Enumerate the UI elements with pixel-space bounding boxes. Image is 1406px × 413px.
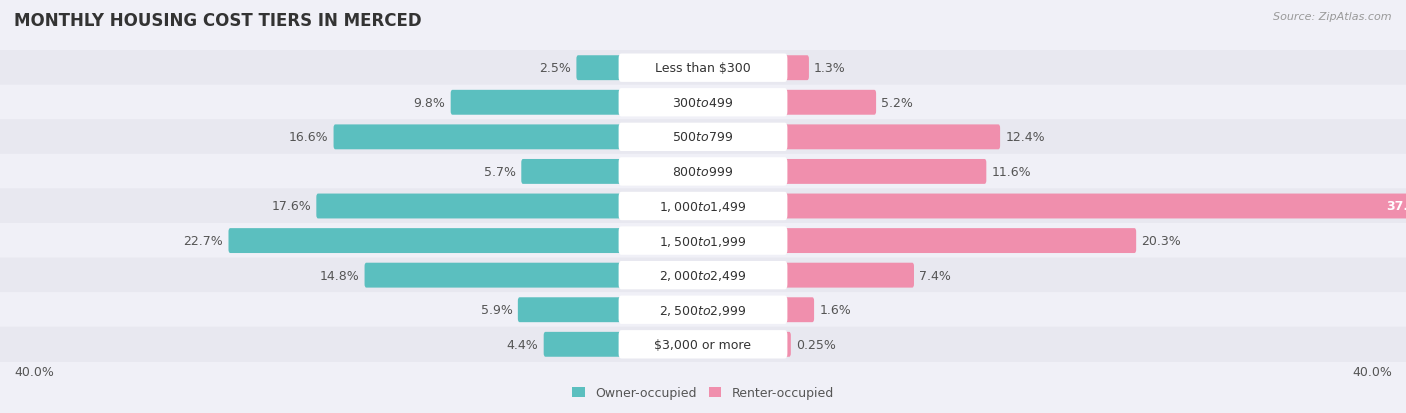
Text: 20.3%: 20.3% [1142, 235, 1181, 247]
FancyBboxPatch shape [619, 55, 787, 83]
Text: 0.25%: 0.25% [796, 338, 837, 351]
FancyBboxPatch shape [619, 89, 787, 117]
FancyBboxPatch shape [576, 56, 623, 81]
FancyBboxPatch shape [619, 227, 787, 255]
FancyBboxPatch shape [783, 90, 876, 116]
FancyBboxPatch shape [619, 330, 787, 358]
FancyBboxPatch shape [783, 332, 790, 357]
Text: $500 to $799: $500 to $799 [672, 131, 734, 144]
Text: $3,000 or more: $3,000 or more [655, 338, 751, 351]
FancyBboxPatch shape [0, 258, 1406, 293]
FancyBboxPatch shape [783, 56, 808, 81]
FancyBboxPatch shape [517, 297, 623, 323]
Text: 37.8%: 37.8% [1386, 200, 1406, 213]
Text: 7.4%: 7.4% [920, 269, 950, 282]
FancyBboxPatch shape [619, 192, 787, 221]
FancyBboxPatch shape [316, 194, 623, 219]
FancyBboxPatch shape [333, 125, 623, 150]
FancyBboxPatch shape [0, 189, 1406, 224]
Text: $2,500 to $2,999: $2,500 to $2,999 [659, 303, 747, 317]
FancyBboxPatch shape [0, 327, 1406, 362]
FancyBboxPatch shape [783, 194, 1406, 219]
Text: 22.7%: 22.7% [184, 235, 224, 247]
Text: 1.6%: 1.6% [820, 304, 851, 316]
Text: $1,500 to $1,999: $1,500 to $1,999 [659, 234, 747, 248]
FancyBboxPatch shape [783, 228, 1136, 254]
FancyBboxPatch shape [619, 158, 787, 186]
Text: Less than $300: Less than $300 [655, 62, 751, 75]
Text: 12.4%: 12.4% [1005, 131, 1045, 144]
FancyBboxPatch shape [0, 120, 1406, 155]
Text: 5.7%: 5.7% [484, 166, 516, 178]
FancyBboxPatch shape [619, 123, 787, 152]
FancyBboxPatch shape [522, 159, 623, 185]
Text: 11.6%: 11.6% [991, 166, 1031, 178]
Text: 9.8%: 9.8% [413, 97, 446, 109]
FancyBboxPatch shape [229, 228, 623, 254]
FancyBboxPatch shape [619, 296, 787, 324]
Text: $2,000 to $2,499: $2,000 to $2,499 [659, 268, 747, 282]
Text: 40.0%: 40.0% [14, 365, 53, 378]
Legend: Owner-occupied, Renter-occupied: Owner-occupied, Renter-occupied [568, 381, 838, 404]
Text: 4.4%: 4.4% [506, 338, 538, 351]
FancyBboxPatch shape [0, 223, 1406, 259]
Text: 1.3%: 1.3% [814, 62, 846, 75]
FancyBboxPatch shape [451, 90, 623, 116]
Text: 14.8%: 14.8% [319, 269, 360, 282]
FancyBboxPatch shape [783, 125, 1000, 150]
FancyBboxPatch shape [544, 332, 623, 357]
FancyBboxPatch shape [364, 263, 623, 288]
Text: Source: ZipAtlas.com: Source: ZipAtlas.com [1274, 12, 1392, 22]
FancyBboxPatch shape [0, 292, 1406, 328]
FancyBboxPatch shape [0, 51, 1406, 86]
FancyBboxPatch shape [783, 297, 814, 323]
Text: MONTHLY HOUSING COST TIERS IN MERCED: MONTHLY HOUSING COST TIERS IN MERCED [14, 12, 422, 30]
FancyBboxPatch shape [0, 154, 1406, 190]
Text: $800 to $999: $800 to $999 [672, 166, 734, 178]
Text: 2.5%: 2.5% [540, 62, 571, 75]
Text: $1,000 to $1,499: $1,000 to $1,499 [659, 199, 747, 214]
Text: 17.6%: 17.6% [271, 200, 311, 213]
FancyBboxPatch shape [783, 159, 987, 185]
Text: 40.0%: 40.0% [1353, 365, 1392, 378]
FancyBboxPatch shape [783, 263, 914, 288]
FancyBboxPatch shape [0, 85, 1406, 121]
Text: 5.9%: 5.9% [481, 304, 513, 316]
FancyBboxPatch shape [619, 261, 787, 290]
Text: 5.2%: 5.2% [882, 97, 912, 109]
Text: $300 to $499: $300 to $499 [672, 97, 734, 109]
Text: 16.6%: 16.6% [288, 131, 329, 144]
